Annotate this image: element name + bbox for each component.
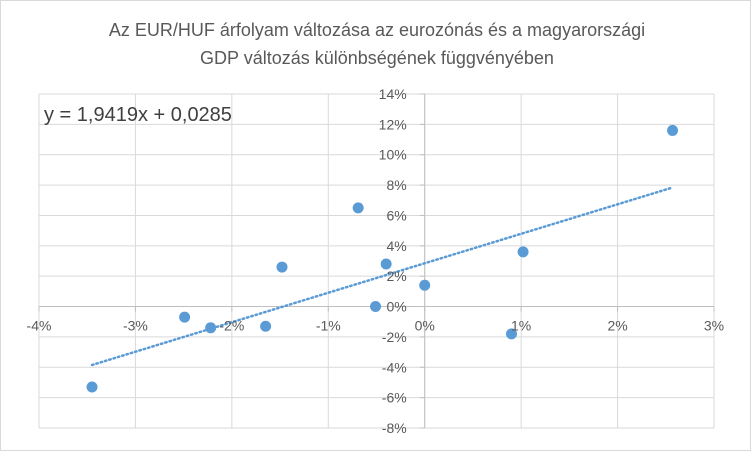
data-point — [179, 311, 191, 323]
y-tick-label: -6% — [382, 390, 407, 406]
trendline-equation: y = 1,9419x + 0,0285 — [44, 104, 232, 126]
data-point — [352, 202, 364, 214]
data-point — [86, 381, 98, 393]
x-tick-label: 2% — [607, 318, 627, 334]
trendline — [90, 186, 674, 367]
y-tick-label: -8% — [382, 420, 407, 436]
x-tick-label: -4% — [27, 318, 52, 334]
data-point — [419, 279, 431, 291]
data-point — [205, 322, 217, 334]
x-tick-label: 3% — [704, 318, 724, 334]
data-point — [276, 261, 288, 273]
x-tick-label: -1% — [316, 318, 341, 334]
y-tick-label: 2% — [386, 268, 406, 284]
data-point — [370, 301, 382, 313]
axes — [38, 93, 715, 429]
y-tick-labels: -8% -6% -4% -2% 0% 2% 4% 6% 8% 10% 12% 14% — [379, 86, 407, 436]
data-point — [260, 320, 272, 332]
y-tick-label: 6% — [386, 207, 406, 223]
trendline-group — [90, 186, 674, 367]
data-point — [667, 124, 679, 136]
data-point — [517, 246, 529, 258]
y-tick-label: 8% — [386, 177, 406, 193]
y-tick-label: 0% — [386, 299, 406, 315]
y-tick-label: -4% — [382, 359, 407, 375]
x-tick-labels: -4% -3% -2% -1% 0% 1% 2% 3% — [27, 318, 725, 334]
data-point — [506, 328, 517, 340]
data-point — [380, 258, 392, 270]
y-tick-label: 4% — [386, 238, 406, 254]
x-tick-label: 1% — [511, 318, 531, 334]
gridlines — [38, 93, 715, 429]
y-tick-label: 14% — [379, 86, 407, 102]
chart-title-line-1: Az EUR/HUF árfolyam változása az eurozón… — [109, 20, 645, 40]
y-tick-label: 10% — [379, 147, 407, 163]
chart-title-line-2: GDP változás különbségének függvényében — [200, 48, 554, 68]
x-tick-label: -3% — [123, 318, 148, 334]
y-tick-label: 12% — [379, 116, 407, 132]
data-points — [86, 124, 679, 393]
y-tick-label: -2% — [382, 329, 407, 345]
x-tick-label: 0% — [415, 318, 435, 334]
x-tick-label: -2% — [219, 318, 244, 334]
